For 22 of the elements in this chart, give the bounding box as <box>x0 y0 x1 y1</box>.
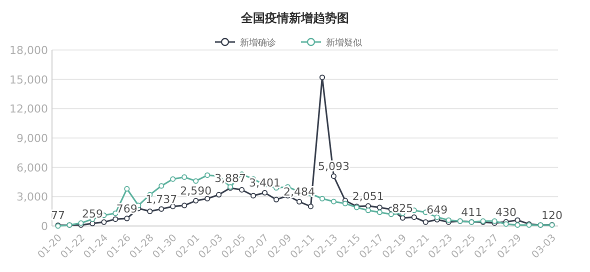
data-label: 120 <box>542 208 562 222</box>
y-tick-label: 9,000 <box>16 132 48 145</box>
y-tick-label: 6,000 <box>16 161 48 174</box>
y-tick-label: 18,000 <box>10 44 48 57</box>
chart-title: 全国疫情新增趋势图 <box>240 11 349 25</box>
data-label: 259 <box>82 207 103 220</box>
data-label: 2,051 <box>352 190 384 203</box>
y-tick-label: 15,000 <box>10 73 48 86</box>
legend-item: 新增确诊 <box>215 38 276 48</box>
legend-label: 新增确诊 <box>240 38 276 48</box>
y-tick-label: 0 <box>41 220 48 233</box>
data-label: 1,737 <box>146 193 178 206</box>
data-label: 649 <box>426 204 448 217</box>
data-label: 2,590 <box>180 184 212 198</box>
data-label: 825 <box>392 202 414 215</box>
legend-item: 新增疑似 <box>301 38 362 48</box>
data-label: 77 <box>51 209 65 222</box>
data-label: 411 <box>461 206 482 219</box>
data-label: 430 <box>496 206 517 219</box>
legend-label: 新增疑似 <box>326 38 362 48</box>
y-tick-label: 3,000 <box>16 190 48 204</box>
y-tick-label: 12,000 <box>10 102 48 116</box>
